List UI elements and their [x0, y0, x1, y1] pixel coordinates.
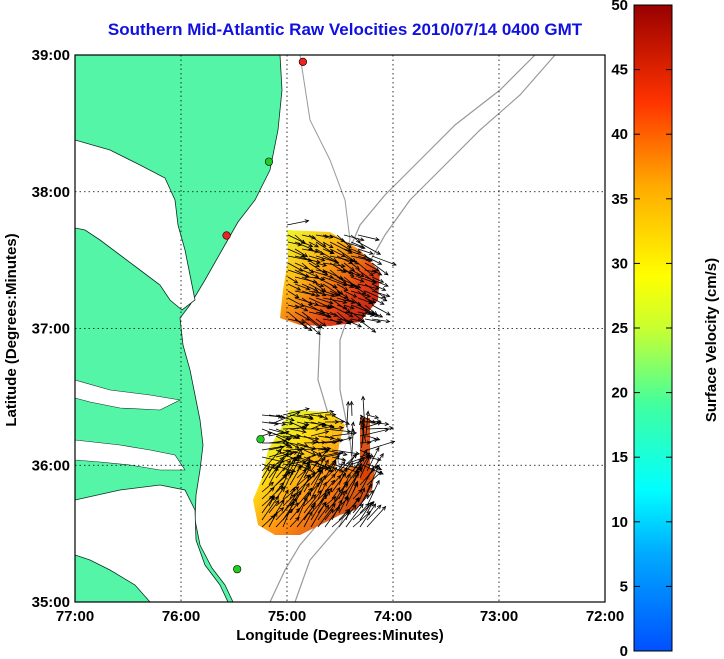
- plot-frame: [74, 54, 606, 603]
- x-tick-label: 74:00: [374, 608, 412, 625]
- station-marker: [264, 157, 274, 166]
- colorbar-tick-label: 25: [611, 320, 628, 337]
- radar-stations: [222, 57, 308, 574]
- x-axis-label: Longitude (Degrees:Minutes): [236, 627, 444, 644]
- colorbar-tick-label: 40: [611, 126, 628, 143]
- colorbar-tick-label: 30: [611, 255, 628, 272]
- colorbar-label: Surface Velocity (cm/s): [703, 258, 720, 422]
- x-tick-label: 76:00: [162, 608, 200, 625]
- velocity-arrows: [261, 219, 397, 528]
- x-tick-label: 72:00: [586, 608, 624, 625]
- y-tick-label: 38:00: [32, 184, 70, 201]
- colorbar-tick-label: 5: [620, 578, 628, 595]
- y-axis-ticks: 39:00 38:00 37:00 36:00 35:00: [32, 47, 70, 611]
- chesapeake-bay: [75, 139, 196, 311]
- colorbar-tick-label: 35: [611, 191, 628, 208]
- station-marker: [222, 231, 231, 240]
- colorbar-tick-label: 15: [611, 449, 628, 466]
- station-marker: [298, 57, 308, 66]
- grid-lines: [75, 55, 605, 602]
- x-axis-ticks: 77:00 76:00 75:00 74:00 73:00 72:00: [56, 608, 624, 625]
- station-marker: [256, 435, 265, 444]
- station-marker: [233, 565, 242, 574]
- y-tick-label: 36:00: [32, 457, 70, 474]
- x-tick-label: 73:00: [480, 608, 518, 625]
- pamlico-sound: [75, 484, 229, 602]
- colorbar-tick-label: 0: [620, 643, 628, 659]
- y-axis-label: Latitude (Degrees:Minutes): [3, 233, 20, 426]
- colorbar-tick-label: 20: [611, 385, 628, 402]
- y-tick-label: 37:00: [32, 321, 70, 338]
- y-tick-label: 39:00: [32, 47, 70, 64]
- colorbar-tick-label: 10: [611, 514, 628, 531]
- colorbar-tick-label: 50: [611, 0, 628, 14]
- x-tick-label: 77:00: [56, 608, 94, 625]
- colorbar-tick-label: 45: [611, 62, 628, 79]
- map-title: Southern Mid-Atlantic Raw Velocities 201…: [107, 20, 583, 39]
- y-tick-label: 35:00: [32, 594, 70, 611]
- x-tick-label: 75:00: [268, 608, 306, 625]
